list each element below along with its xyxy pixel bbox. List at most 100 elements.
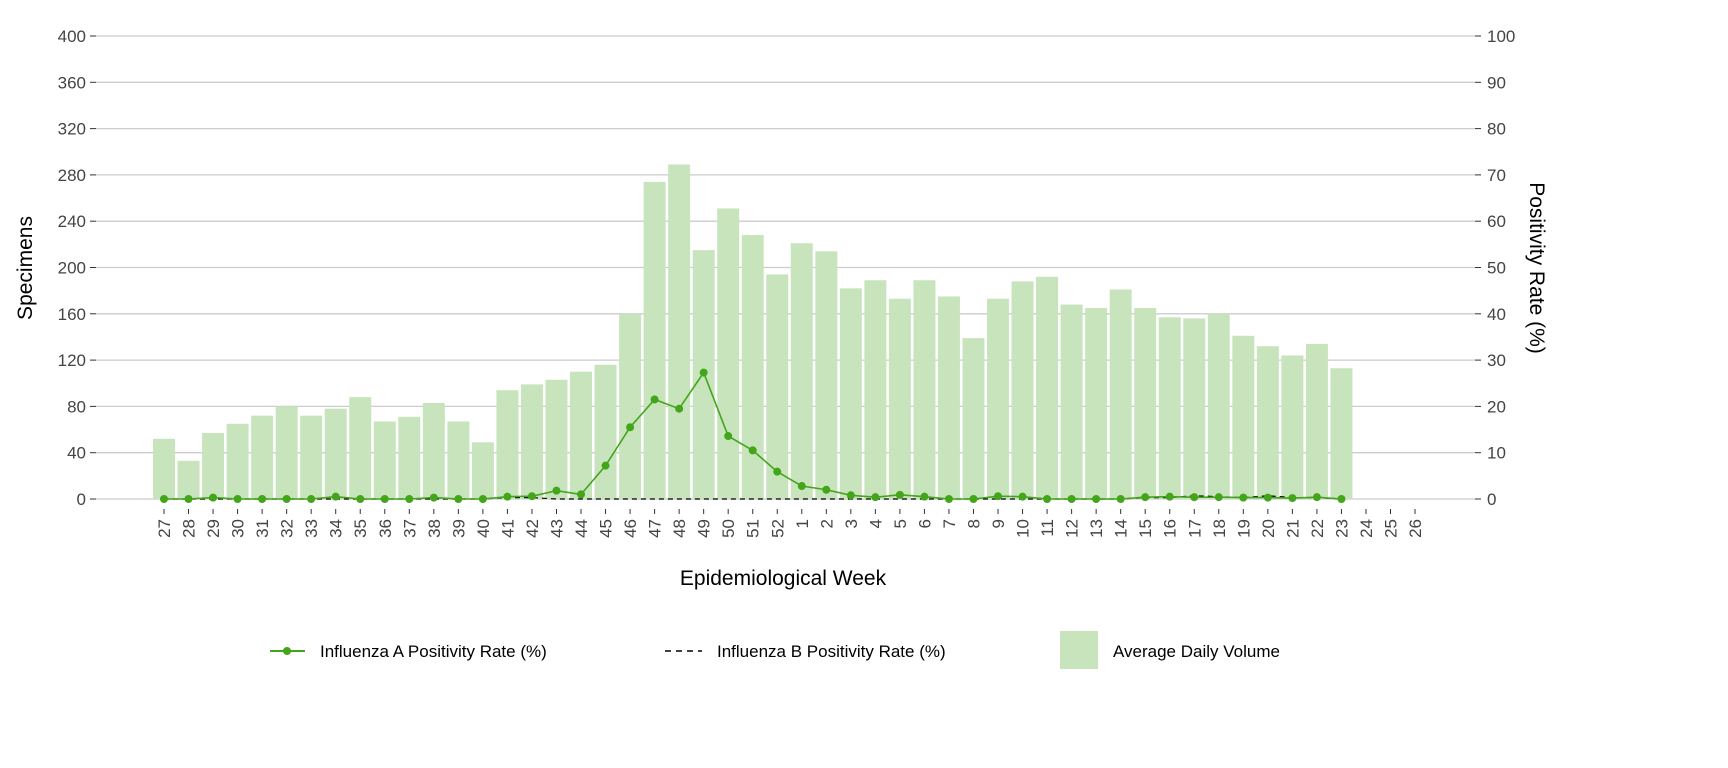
x-tick-label: 30 [229,519,248,538]
x-tick-label: 16 [1161,519,1180,538]
y2-tick-label: 100 [1487,27,1515,46]
point-influenza-a [233,495,242,503]
point-influenza-a [994,492,1003,501]
x-tick-label: 38 [425,519,444,538]
bar-average-daily-volume [520,384,543,499]
x-tick-label: 28 [180,519,199,538]
x-tick-label: 40 [474,519,493,538]
bar-average-daily-volume [888,298,911,499]
point-influenza-a [1239,493,1248,502]
y2-tick-label: 20 [1487,397,1506,416]
y-tick-label: 200 [58,259,86,278]
legend-flu-a-marker [283,647,291,655]
bar-average-daily-volume [619,313,642,499]
x-tick-label: 35 [351,519,370,538]
legend-flu-a-label: Influenza A Positivity Rate (%) [320,642,547,661]
lines [160,368,1346,503]
x-tick-label: 22 [1308,519,1327,538]
point-influenza-a [1263,493,1272,502]
x-tick-label: 45 [597,519,616,538]
bar-average-daily-volume [717,208,740,499]
x-axis: 27 28 29 30 31 32 33 34 35 36 37 38 39 40 41 42 43 44 45 46… [155,509,1425,538]
x-tick-label: 20 [1259,519,1278,538]
x-tick-label: 7 [940,519,959,528]
y2-tick-label: 10 [1487,444,1506,463]
bar-average-daily-volume [300,415,323,499]
x-tick-label: 34 [327,519,346,538]
bars [153,164,1353,500]
x-tick-label: 5 [891,519,910,528]
x-tick-label: 26 [1406,519,1425,538]
point-influenza-a [675,404,684,413]
y-tick-label: 280 [58,166,86,185]
point-influenza-a [1018,492,1027,501]
point-influenza-a [331,492,340,501]
bar-average-daily-volume [1232,335,1255,499]
x-tick-label: 13 [1087,519,1106,538]
x-tick-label: 19 [1234,519,1253,538]
point-influenza-a [1165,492,1174,501]
bar-average-daily-volume [839,288,862,499]
x-tick-label: 3 [842,519,861,528]
x-tick-label: 47 [646,519,665,538]
x-tick-label: 12 [1063,519,1082,538]
bar-average-daily-volume [962,338,985,499]
x-tick-label: 42 [523,519,542,538]
y-tick-label: 160 [58,305,86,324]
y-axis-left: 0 40 80 120 160 200 240 280 320 360 400 [58,27,96,509]
x-tick-label: 9 [989,519,1008,528]
bar-average-daily-volume [741,235,764,499]
y2-tick-label: 50 [1487,259,1506,278]
x-tick-label: 8 [964,519,983,528]
point-influenza-a [797,482,806,491]
x-tick-label: 10 [1014,519,1033,538]
y-tick-label: 120 [58,351,86,370]
point-influenza-a [724,432,733,441]
bar-average-daily-volume [1330,368,1353,499]
legend-flu-b-label: Influenza B Positivity Rate (%) [717,642,946,661]
x-tick-label: 46 [621,519,640,538]
x-tick-label: 17 [1185,519,1204,538]
bar-average-daily-volume [937,296,960,499]
bar-average-daily-volume [1109,289,1132,499]
point-influenza-a [184,495,193,503]
point-influenza-a [748,446,757,455]
x-tick-label: 27 [155,519,174,538]
bar-average-daily-volume [1256,346,1279,499]
x-tick-label: 41 [498,519,517,538]
point-influenza-a [454,495,463,503]
y2-tick-label: 90 [1487,73,1506,92]
x-tick-label: 14 [1112,519,1131,538]
bar-average-daily-volume [1036,276,1059,499]
bar-average-daily-volume [913,280,936,499]
y-tick-label: 360 [58,73,86,92]
bar-average-daily-volume [1134,308,1157,499]
x-tick-label: 48 [670,519,689,538]
y-tick-label: 400 [58,27,86,46]
point-influenza-a [699,368,708,377]
bar-average-daily-volume [570,371,593,499]
point-influenza-a [920,492,929,501]
bar-average-daily-volume [790,243,813,499]
x-tick-label: 21 [1283,519,1302,538]
point-influenza-a [1141,493,1150,502]
point-influenza-a [380,495,389,503]
point-influenza-a [871,493,880,502]
bar-average-daily-volume [373,421,396,499]
bar-average-daily-volume [447,421,470,499]
point-influenza-a [969,495,978,503]
x-tick-label: 44 [572,519,591,538]
point-influenza-a [356,495,365,503]
x-tick-label: 50 [719,519,738,538]
point-influenza-a [626,423,635,432]
point-influenza-a [307,495,316,503]
bar-average-daily-volume [1281,355,1304,499]
point-influenza-a [944,495,953,503]
point-influenza-a [1116,495,1125,503]
x-tick-label: 37 [400,519,419,538]
y-tick-label: 320 [58,120,86,139]
bar-average-daily-volume [545,379,568,499]
point-influenza-a [1092,495,1101,503]
x-tick-label: 29 [204,519,223,538]
